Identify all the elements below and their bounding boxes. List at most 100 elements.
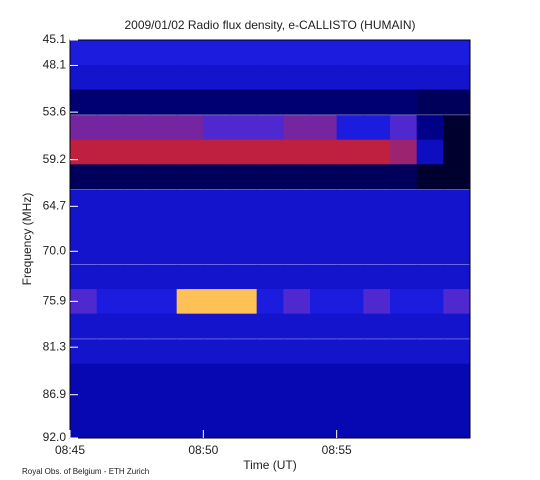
heat-cell xyxy=(150,388,178,414)
heat-cell xyxy=(203,289,231,315)
heat-cell xyxy=(310,214,338,240)
heat-cell xyxy=(363,239,391,265)
heat-cell xyxy=(416,89,444,115)
heat-cell xyxy=(443,264,471,290)
heat-cell xyxy=(203,339,231,365)
heat-cell xyxy=(363,115,391,141)
heat-cell xyxy=(310,115,338,141)
heat-cell xyxy=(150,264,178,290)
x-tick-label: 08:55 xyxy=(322,443,352,457)
heat-cell xyxy=(310,363,338,389)
heat-cell xyxy=(363,363,391,389)
heat-cell xyxy=(336,388,364,414)
heat-cell xyxy=(256,89,284,115)
heat-cell xyxy=(336,339,364,365)
heat-cell xyxy=(203,139,231,165)
heat-cell xyxy=(390,412,418,439)
heat-cell xyxy=(203,189,231,215)
heat-cell xyxy=(150,313,178,339)
heat-cell xyxy=(310,289,338,315)
y-tick-label: 59.2 xyxy=(43,152,67,166)
heat-cell xyxy=(70,139,98,165)
heat-cell xyxy=(416,289,444,315)
heat-cell xyxy=(390,189,418,215)
heat-cell xyxy=(416,264,444,290)
heat-cell xyxy=(203,412,231,439)
heat-cell xyxy=(230,139,258,165)
x-axis-label: Time (UT) xyxy=(243,458,297,472)
heat-cell xyxy=(203,363,231,389)
heat-cell xyxy=(70,89,98,115)
heat-cell xyxy=(203,89,231,115)
heat-cell xyxy=(336,313,364,339)
heat-cell xyxy=(176,40,204,66)
heat-cell xyxy=(176,313,204,339)
heat-cell xyxy=(310,65,338,91)
heat-cell xyxy=(443,412,471,439)
heat-cell xyxy=(256,189,284,215)
heat-cell xyxy=(256,164,284,190)
heat-cell xyxy=(390,289,418,315)
heat-cell xyxy=(203,239,231,265)
heat-cell xyxy=(283,189,311,215)
heat-cell xyxy=(70,412,98,439)
heat-cell xyxy=(390,339,418,365)
heat-cell xyxy=(203,388,231,414)
heat-cell xyxy=(150,164,178,190)
heat-cell xyxy=(203,214,231,240)
heat-cell xyxy=(390,363,418,389)
y-tick-label: 53.6 xyxy=(43,104,67,118)
heat-cell xyxy=(230,388,258,414)
heat-cell xyxy=(336,214,364,240)
x-tick-label: 08:45 xyxy=(55,443,85,457)
y-tick-label: 45.1 xyxy=(43,32,67,46)
heat-cell xyxy=(256,40,284,66)
heat-cell xyxy=(363,264,391,290)
heat-cell xyxy=(230,339,258,365)
heat-cell xyxy=(443,89,471,115)
heat-cell xyxy=(70,115,98,141)
heat-cell xyxy=(283,214,311,240)
heat-cell xyxy=(176,214,204,240)
heat-cell xyxy=(256,115,284,141)
heat-cell xyxy=(230,363,258,389)
heat-cell xyxy=(203,115,231,141)
heat-cell xyxy=(310,89,338,115)
heat-cell xyxy=(70,40,98,66)
heat-cell xyxy=(150,339,178,365)
heat-cell xyxy=(176,264,204,290)
heat-cell xyxy=(150,115,178,141)
heat-cell xyxy=(70,339,98,365)
heat-cell xyxy=(390,65,418,91)
heat-cell xyxy=(203,40,231,66)
heat-cell xyxy=(310,239,338,265)
heat-cell xyxy=(363,65,391,91)
heat-cell xyxy=(123,89,151,115)
heat-cell xyxy=(176,388,204,414)
heat-cell xyxy=(96,388,124,414)
heat-cell xyxy=(150,89,178,115)
heat-cell xyxy=(416,65,444,91)
heat-cell xyxy=(336,239,364,265)
heat-cell xyxy=(416,115,444,141)
heat-cell xyxy=(256,339,284,365)
heat-cell xyxy=(310,412,338,439)
heat-cell xyxy=(123,363,151,389)
heat-cell xyxy=(70,388,98,414)
heat-cell xyxy=(123,164,151,190)
heat-cell xyxy=(150,139,178,165)
heat-cell xyxy=(283,40,311,66)
heat-cell xyxy=(150,363,178,389)
heat-cell xyxy=(443,65,471,91)
heat-cell xyxy=(283,115,311,141)
heat-cell xyxy=(203,264,231,290)
heat-cell xyxy=(123,239,151,265)
heat-cell xyxy=(256,289,284,315)
heat-cell xyxy=(390,264,418,290)
heat-cell xyxy=(123,313,151,339)
heat-cell xyxy=(416,388,444,414)
heat-cell xyxy=(443,40,471,66)
heat-cell xyxy=(336,89,364,115)
heat-cell xyxy=(150,412,178,439)
heat-cell xyxy=(363,388,391,414)
